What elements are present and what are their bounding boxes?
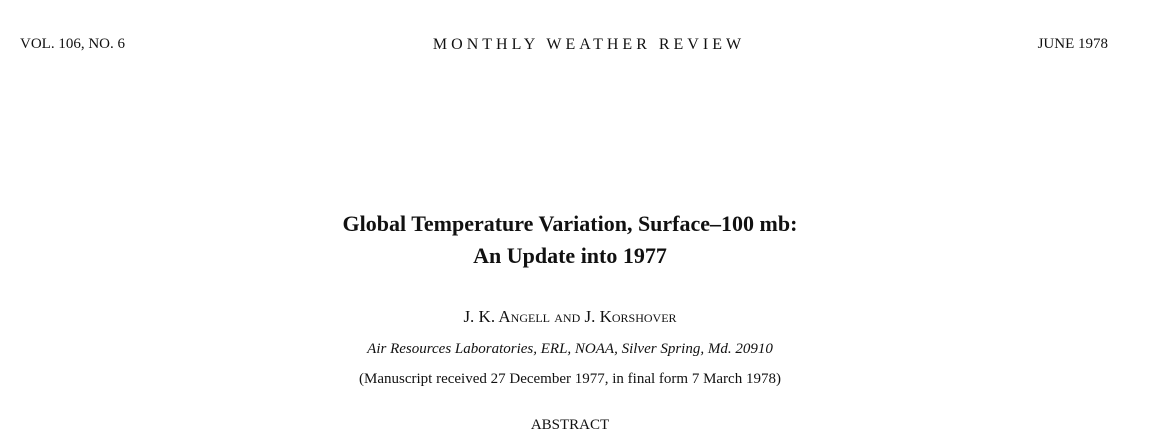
affiliation: Air Resources Laboratories, ERL, NOAA, S…: [367, 341, 773, 357]
volume-number: VOL. 106, NO. 6: [20, 36, 125, 52]
authors: J. K. Angell and J. Korshover: [463, 307, 677, 326]
manuscript-note: (Manuscript received 27 December 1977, i…: [359, 371, 781, 387]
issue-date: JUNE 1978: [1037, 36, 1108, 52]
section-heading: ABSTRACT: [530, 417, 610, 433]
title-line: An Update into 1977: [473, 243, 667, 268]
journal-name: MONTHLY WEATHER REVIEW: [432, 36, 746, 53]
title-line: Global Temperature Variation, Surface–10…: [342, 211, 798, 236]
